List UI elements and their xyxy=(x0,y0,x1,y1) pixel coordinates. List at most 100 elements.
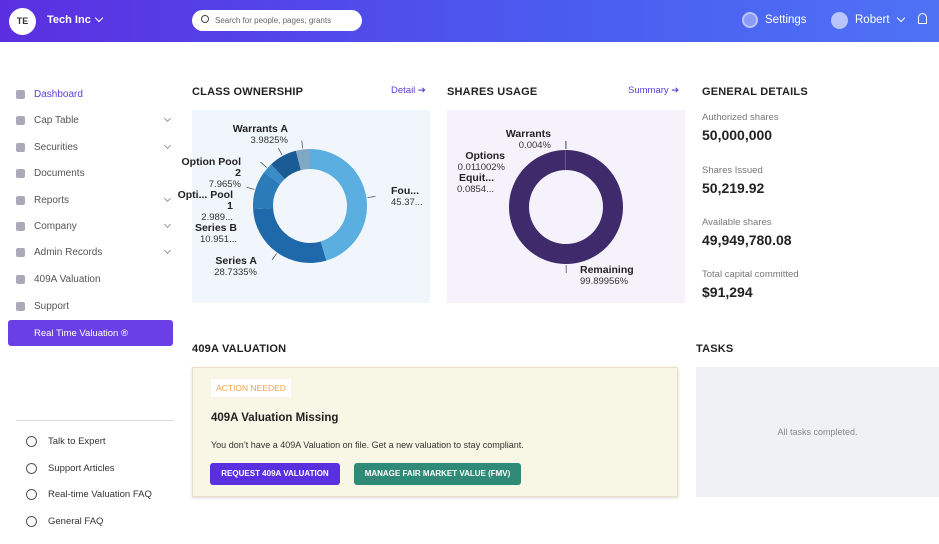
nav-item[interactable]: Cap Table xyxy=(34,115,79,126)
category: Option Pool 2 xyxy=(181,156,242,179)
value-label: 7.965% xyxy=(208,179,241,190)
nav-icon xyxy=(16,196,25,205)
nav-item[interactable]: 409A Valuation xyxy=(34,274,101,285)
nav-item[interactable]: Company xyxy=(34,221,77,232)
help-item[interactable]: Support Articles xyxy=(48,463,115,474)
detail-value: 49,949,780.08 xyxy=(702,232,792,248)
nav-item[interactable]: Support xyxy=(34,301,70,312)
leader-line xyxy=(260,161,267,168)
nav-icon xyxy=(16,275,25,284)
slice-label: Series A 28.7335% xyxy=(197,256,257,279)
value-label: 0.011002% xyxy=(457,162,505,173)
category: Fou... xyxy=(391,185,419,197)
value-label: 45.37... xyxy=(391,197,423,208)
nav-icon xyxy=(16,169,25,178)
help-item[interactable]: Real-time Valuation FAQ xyxy=(48,489,152,500)
slice xyxy=(253,208,327,263)
user[interactable]: Robert xyxy=(855,14,890,26)
slice xyxy=(310,149,367,261)
section-title: 409A VALUATION xyxy=(192,343,287,355)
nav-item[interactable]: Admin Records xyxy=(34,247,103,258)
nav-icon xyxy=(16,302,25,311)
avatar[interactable]: TE xyxy=(9,8,36,35)
tasks-panel: All tasks completed. xyxy=(696,367,939,497)
nav-icon xyxy=(16,90,25,99)
slice-label: Warrants 0.004% xyxy=(480,128,551,152)
slice xyxy=(295,149,310,171)
value-label: 0.0854... xyxy=(457,184,494,195)
nav-item[interactable]: Dashboard xyxy=(34,89,83,100)
leader-line xyxy=(277,147,283,156)
nav-icon xyxy=(16,116,25,125)
category: Options xyxy=(465,150,505,162)
help-icon xyxy=(26,516,37,527)
value-label: 99.89956% xyxy=(580,276,629,287)
leader-line xyxy=(301,140,304,149)
empty-text: All tasks completed. xyxy=(777,427,858,437)
divider xyxy=(16,420,174,421)
nav-icon xyxy=(16,143,25,152)
help-icon xyxy=(26,489,37,500)
help-item[interactable]: Talk to Expert xyxy=(48,436,106,447)
detail-label: Available shares xyxy=(702,217,772,228)
settings[interactable]: Settings xyxy=(765,14,807,26)
help-item[interactable]: General FAQ xyxy=(48,516,104,527)
detail-value: 50,219.92 xyxy=(702,180,765,196)
nav-item[interactable]: Reports xyxy=(34,195,70,206)
highlight-button[interactable]: Real Time Valuation ® xyxy=(8,320,173,346)
slice-label: Fou... 45.37... xyxy=(391,185,431,209)
category: Equit... xyxy=(459,172,494,184)
summary-link[interactable]: Summary ➔ xyxy=(628,85,680,96)
highlight-label: Real Time Valuation ® xyxy=(34,328,128,339)
slice xyxy=(253,172,281,210)
request-button[interactable]: REQUEST 409A VALUATION xyxy=(210,463,340,485)
slice-label: Opti... Pool 1 2.989... xyxy=(173,189,233,224)
nav-item[interactable]: Securities xyxy=(34,142,78,153)
search-icon xyxy=(201,15,209,23)
slice-label: Series B 10.951... xyxy=(177,222,237,246)
link[interactable]: Detail xyxy=(391,85,416,96)
category: Opti... Pool 1 xyxy=(177,189,233,212)
search-box[interactable]: Search for people, pages, grants xyxy=(192,10,362,31)
card xyxy=(192,110,430,303)
detail-label: Total capital committed xyxy=(702,269,799,280)
bell-icon xyxy=(918,13,927,24)
search-placeholder: Search for people, pages, grants xyxy=(215,16,332,25)
text: You don’t have a 409A Valuation on file.… xyxy=(211,440,524,450)
value-label: 28.7335% xyxy=(214,267,257,278)
detail-value: 50,000,000 xyxy=(702,127,773,143)
detail-label: Authorized shares xyxy=(702,112,779,123)
nav-item[interactable]: Documents xyxy=(34,168,85,179)
slice-label: Warrants A 3.9825% xyxy=(228,123,288,147)
slice xyxy=(271,150,301,179)
fmv-button[interactable]: MANAGE FAIR MARKET VALUE (FMV) xyxy=(354,463,521,485)
settings-icon xyxy=(742,12,758,28)
valuation-card: ACTION NEEDED 409A Valuation Missing You… xyxy=(192,367,678,497)
badge: ACTION NEEDED xyxy=(211,379,291,397)
user-icon xyxy=(831,12,848,29)
nav-icon xyxy=(16,222,25,231)
detail-value: $91,294 xyxy=(702,284,753,300)
company[interactable]: Tech Inc xyxy=(47,14,91,26)
nav-icon xyxy=(16,248,25,257)
slice-label: Remaining 99.89956% xyxy=(580,265,660,288)
slice-label: Options 0.011002% xyxy=(444,150,505,174)
heading: 409A Valuation Missing xyxy=(211,412,339,424)
section-title: GENERAL DETAILS xyxy=(702,86,808,98)
leader-line xyxy=(246,186,255,190)
link[interactable]: Summary xyxy=(628,85,669,96)
detail-link[interactable]: Detail ➔ xyxy=(391,85,426,96)
category: Warrants A xyxy=(232,123,288,135)
value-label: 2.989... xyxy=(201,212,233,223)
slice xyxy=(508,150,623,264)
category: Warrants xyxy=(505,128,551,140)
help-icon xyxy=(26,463,37,474)
detail-label: Shares Issued xyxy=(702,165,763,176)
slice-label: Option Pool 2 7.965% xyxy=(181,156,242,191)
help-icon xyxy=(26,436,37,447)
category: Series B xyxy=(194,222,237,234)
leader-line xyxy=(271,253,277,261)
slice-label: Equit... 0.0854... xyxy=(444,172,494,196)
